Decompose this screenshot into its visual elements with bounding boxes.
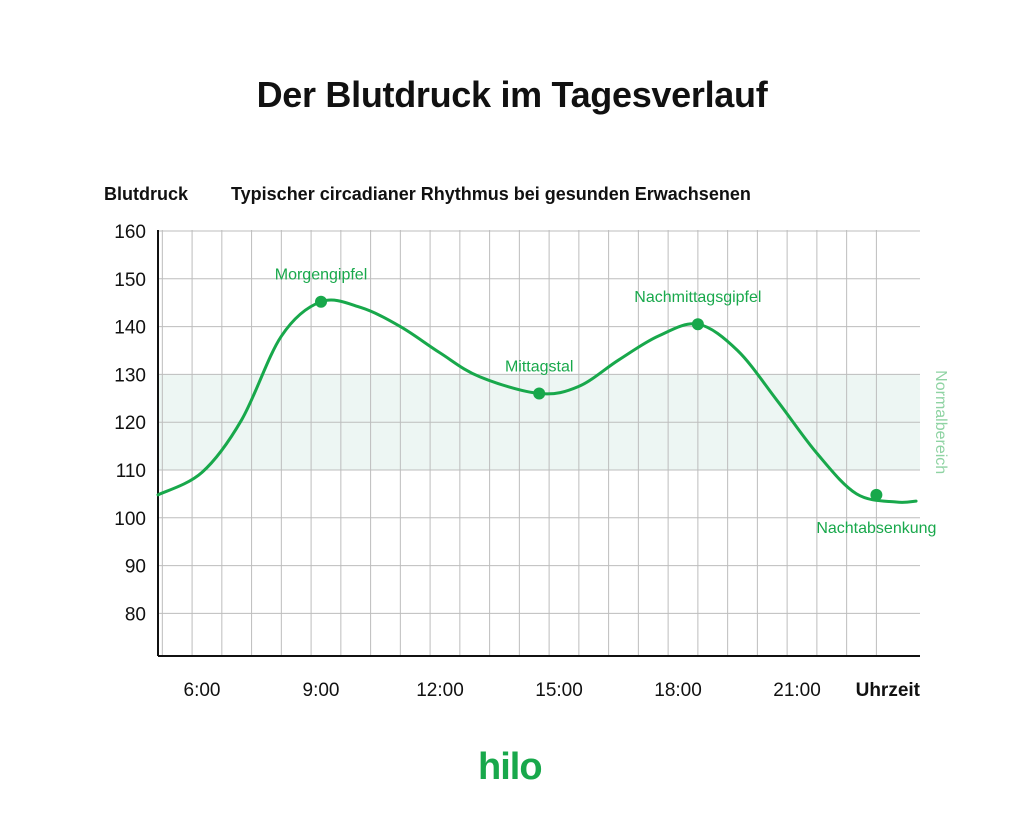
x-tick-labels: 6:00 9:00 12:00 15:00 18:00 21:00 <box>184 680 821 701</box>
annotation-point-3 <box>870 488 883 501</box>
y-tick-label-140: 140 <box>114 318 146 339</box>
chart-title: Der Blutdruck im Tagesverlauf <box>256 74 768 115</box>
hilo-logo: hilo <box>478 746 543 788</box>
normal-range-label: Normalbereich <box>932 370 949 474</box>
y-tick-label-120: 120 <box>114 413 146 434</box>
x-tick-label-21: 21:00 <box>773 680 821 701</box>
y-tick-label-150: 150 <box>114 270 146 291</box>
blood-pressure-line <box>156 298 918 504</box>
x-tick-label-6: 6:00 <box>184 680 221 701</box>
annotation-point-2 <box>691 318 704 331</box>
x-tick-label-18: 18:00 <box>654 680 702 701</box>
y-tick-label-160: 160 <box>114 222 146 243</box>
annotation-label-3: Nachtabsenkung <box>816 520 936 537</box>
y-tick-label-130: 130 <box>114 365 146 386</box>
annotation-label-1: Mittagstal <box>505 359 573 376</box>
chart-axes <box>157 230 920 657</box>
y-tick-labels: 80 90 100 110 120 130 140 150 160 <box>114 222 146 625</box>
y-tick-label-100: 100 <box>114 509 146 530</box>
y-tick-label-90: 90 <box>125 557 146 578</box>
y-tick-label-110: 110 <box>116 461 146 482</box>
annotation-point-0 <box>315 295 328 308</box>
y-tick-label-80: 80 <box>125 604 146 625</box>
y-axis-label: Blutdruck <box>104 184 189 204</box>
chart-subtitle: Typischer circadianer Rhythmus bei gesun… <box>231 184 751 204</box>
annotation-points: Morgengipfel Mittagstal Nachmittagsgipfel N… <box>275 267 937 537</box>
x-tick-label-15: 15:00 <box>535 680 583 701</box>
annotation-label-2: Nachmittagsgipfel <box>634 289 761 306</box>
x-tick-label-9: 9:00 <box>303 680 340 701</box>
x-tick-label-12: 12:00 <box>416 680 464 701</box>
annotation-label-0: Morgengipfel <box>275 267 368 284</box>
x-axis-label: Uhrzeit <box>856 680 921 701</box>
annotation-point-1 <box>533 387 546 400</box>
